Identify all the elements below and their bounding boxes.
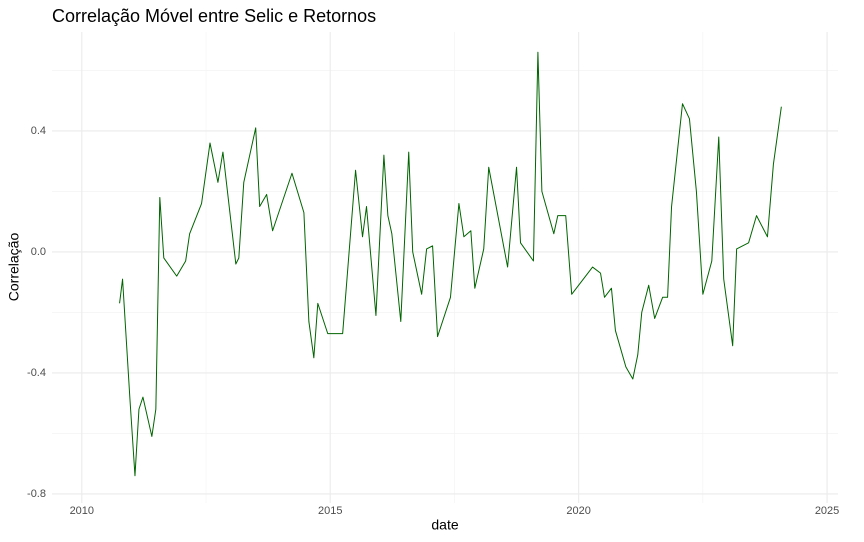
x-tick-label: 2010 (70, 505, 94, 517)
data-line (119, 51, 782, 477)
x-tick-label: 2015 (318, 505, 342, 517)
y-tick-label: 0.0 (31, 246, 46, 258)
chart-title: Correlação Móvel entre Selic e Retornos (52, 6, 376, 26)
x-tick-label: 2025 (815, 505, 839, 517)
x-tick-label: 2020 (566, 505, 590, 517)
y-tick-label: -0.8 (27, 488, 46, 500)
x-axis-label: date (431, 517, 458, 533)
y-axis-label: Correlação (6, 233, 22, 302)
y-tick-label: 0.4 (31, 125, 46, 137)
y-tick-label: -0.4 (27, 367, 46, 379)
